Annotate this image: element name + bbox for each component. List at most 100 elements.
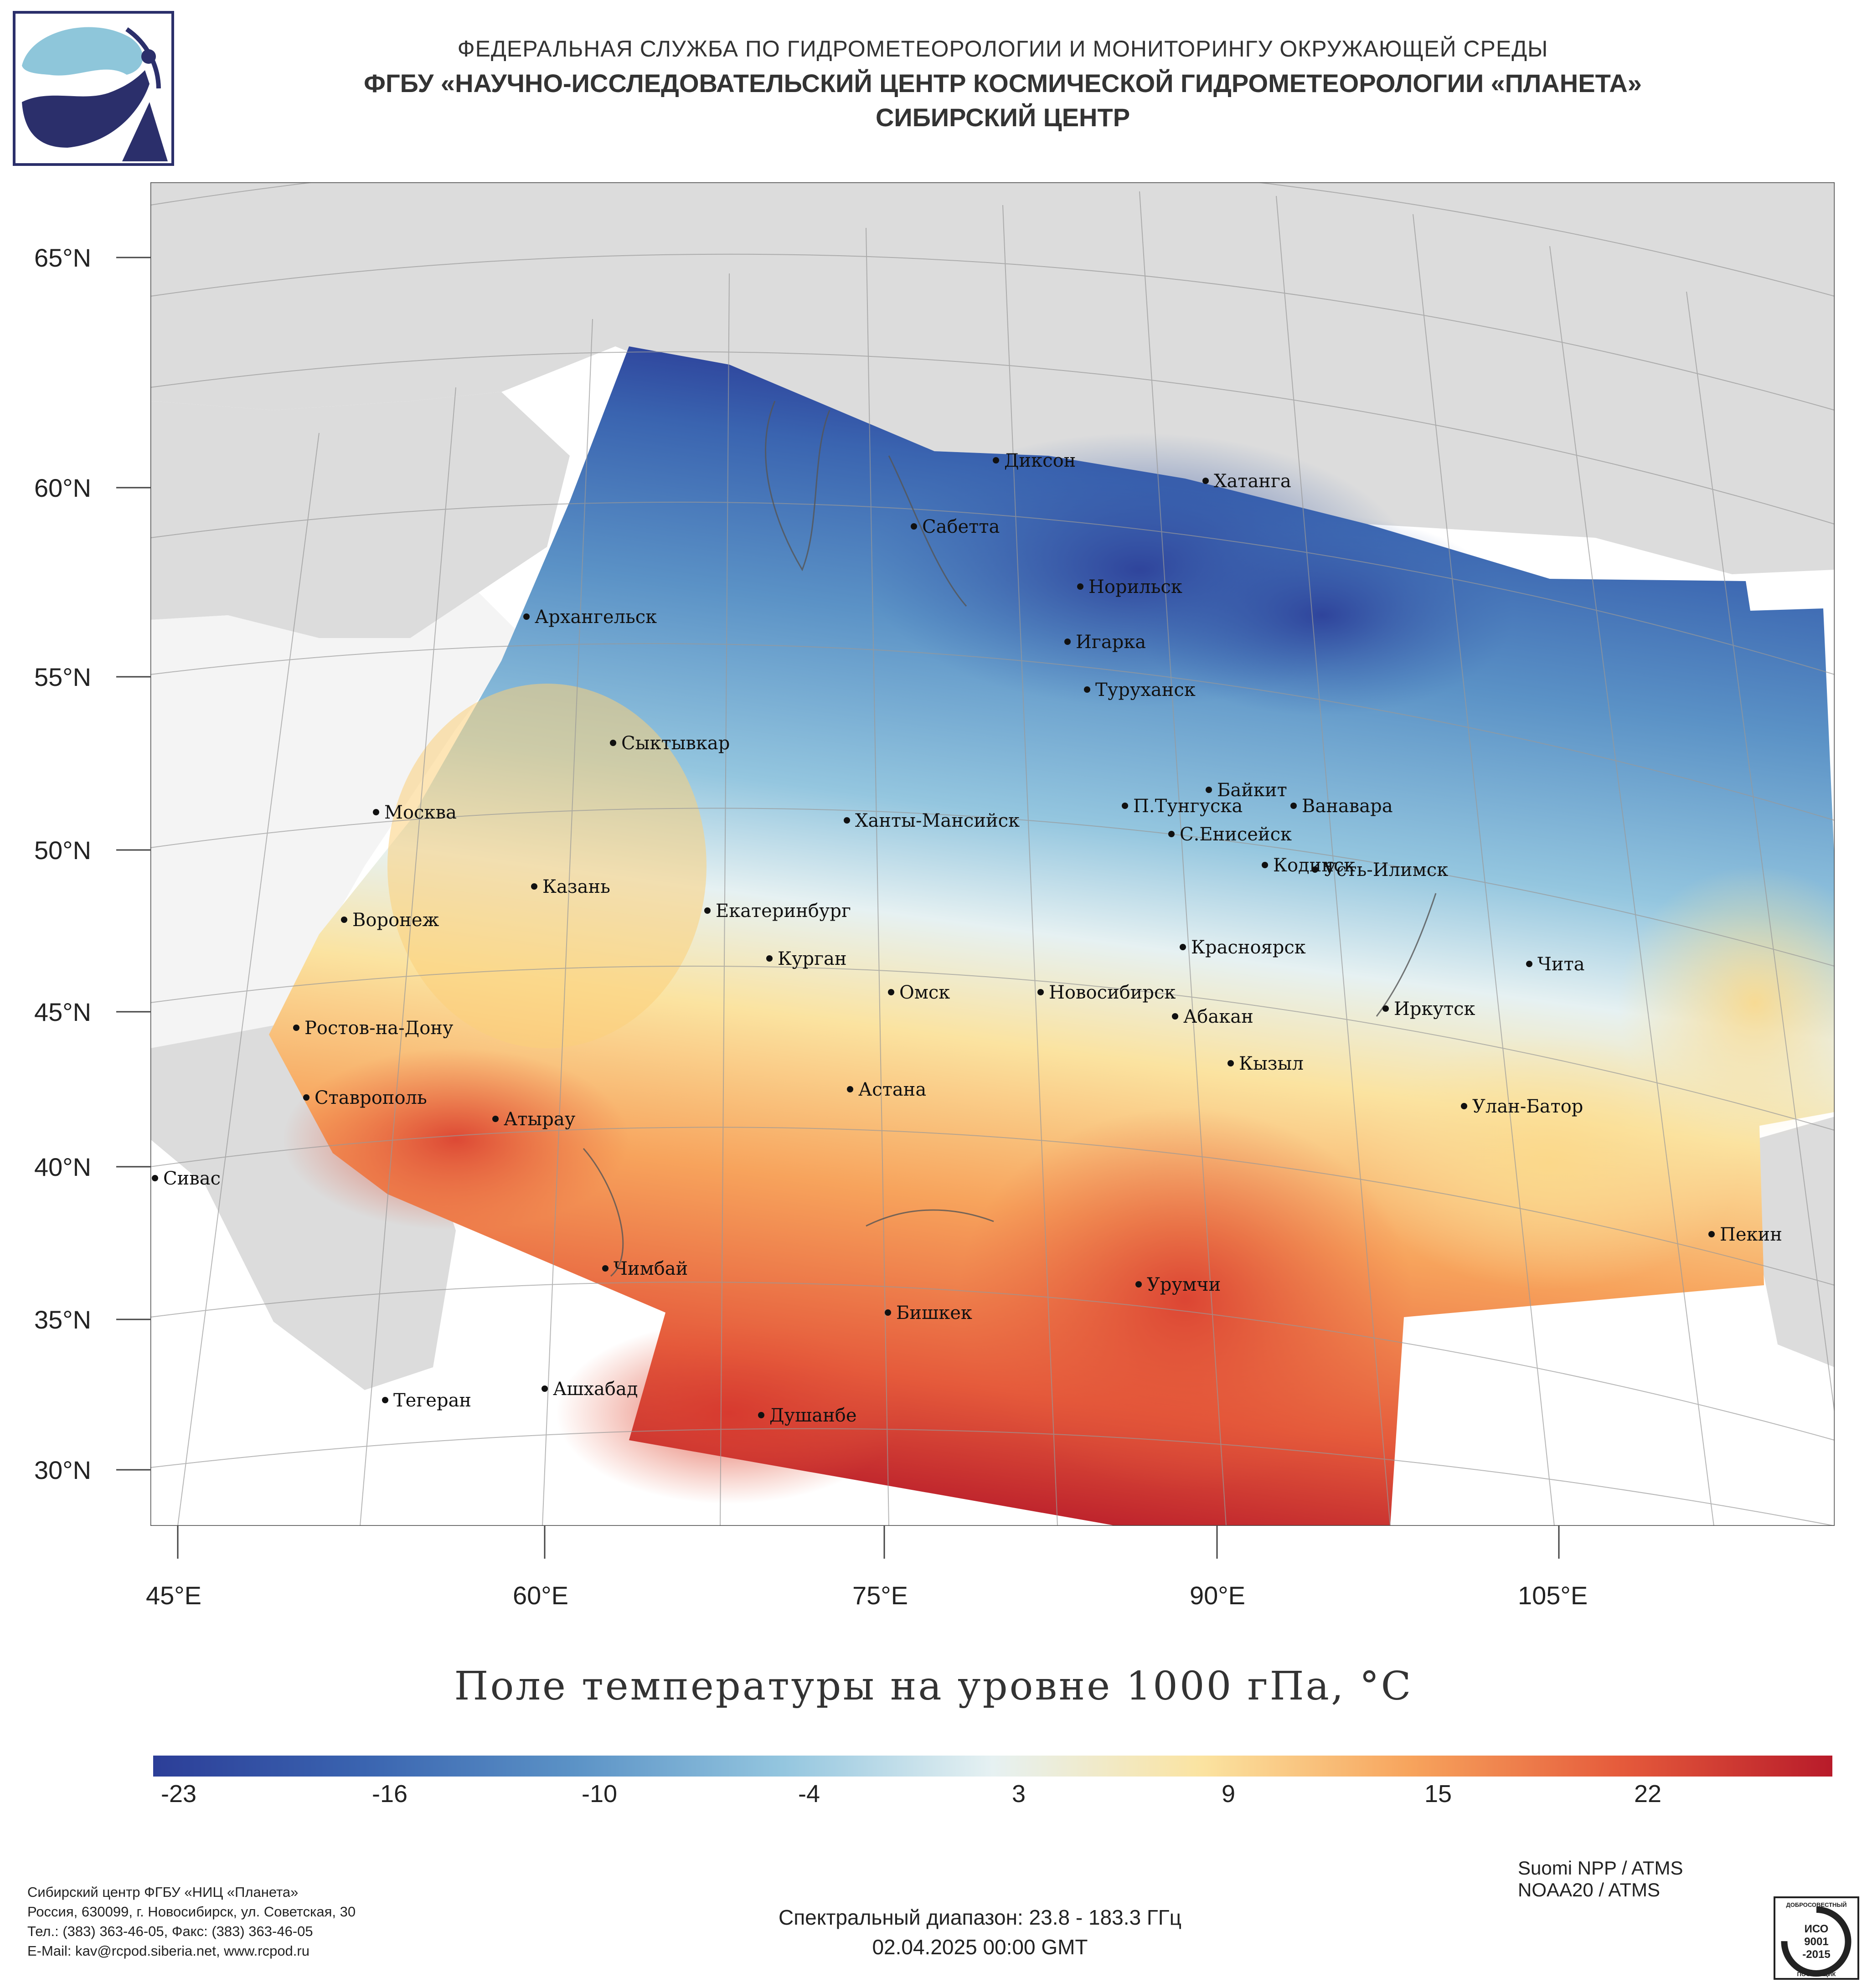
city-dot [1172, 1013, 1178, 1020]
city-dot [341, 917, 347, 923]
city-label: Улан-Батор [1472, 1096, 1583, 1117]
east-coast-land [1755, 1117, 1835, 1367]
city-dot [523, 613, 530, 620]
city-dot [303, 1094, 309, 1101]
lon-label-105: 105°E [1518, 1581, 1588, 1610]
latitude-ticks [116, 257, 150, 1471]
city-dot [911, 523, 917, 530]
colorbar-tick-label: -16 [371, 1780, 408, 1808]
city-label: Москва [384, 802, 457, 823]
lon-label-45: 45°E [146, 1581, 201, 1610]
lon-label-75: 75°E [852, 1581, 908, 1610]
org-email: E-Mail: kav@rcpod.siberia.net, www.rcpod… [27, 1943, 309, 1959]
city-dot [758, 1412, 764, 1418]
city-dot [1180, 944, 1186, 950]
city-label: Ашхабад [553, 1379, 638, 1400]
city-dot [1526, 961, 1532, 967]
latitude-labels: 65°N 60°N 55°N 50°N 45°N 40°N 35°N 30°N [34, 243, 91, 1484]
arctic-land [150, 182, 1835, 574]
city-label: Чимбай [614, 1258, 688, 1279]
city-label: Туруханск [1095, 680, 1196, 700]
city-dot [888, 989, 894, 995]
city-label: Ростов-на-Дону [304, 1018, 454, 1039]
city-dot [844, 817, 850, 824]
longitude-ticks [177, 1526, 1560, 1559]
longitude-labels: 45°E 60°E 75°E 90°E 105°E [146, 1581, 1588, 1610]
city-dot [373, 809, 379, 815]
colorbar-tick-label: -23 [160, 1780, 197, 1808]
city-dot [1262, 862, 1268, 868]
coastlines [583, 401, 1437, 1277]
city-label: Астана [858, 1079, 926, 1100]
city-dot [293, 1025, 299, 1031]
observation-datetime: 02.04.2025 00:00 GMT [872, 1935, 1088, 1959]
iso-certification-badge: ДОБРОСОВЕСТНЫЙ ИСО 9001 -2015 ПОСТАВЩИК [1774, 1896, 1859, 1980]
white-land-west [150, 592, 524, 1048]
city-label: Чита [1537, 954, 1585, 975]
city-label: Урумчи [1147, 1274, 1221, 1295]
city-dot [1206, 787, 1212, 793]
city-label: Красноярск [1191, 937, 1306, 958]
city-label: Сабетта [922, 516, 1000, 537]
city-dot [1461, 1103, 1467, 1109]
city-label: Байкит [1217, 780, 1287, 801]
iso-top: ДОБРОСОВЕСТНЫЙ [1786, 1901, 1846, 1908]
iso-line3: -2015 [1802, 1948, 1830, 1961]
city-label: Атырау [504, 1109, 576, 1130]
org-phone: Тел.: (383) 363-46-05, Факс: (383) 363-4… [27, 1923, 313, 1939]
city-markers: Диксон Хатанга Сабетта Норильск Архангельск И… [152, 450, 1782, 1426]
city-label: Иркутск [1394, 999, 1475, 1020]
city-label: Новосибирск [1049, 982, 1176, 1003]
lat-label-65: 65°N [34, 243, 91, 272]
city-dot [382, 1397, 388, 1403]
header-center: СИБИРСКИЙ ЦЕНТР [875, 103, 1130, 132]
org-address: Россия, 630099, г. Новосибирск, ул. Сове… [27, 1904, 356, 1920]
city-label: Пекин [1720, 1224, 1782, 1245]
city-dot [602, 1265, 609, 1272]
city-dot [1168, 831, 1175, 837]
temperature-colorbar [153, 1756, 1832, 1777]
iso-line1: ИСО [1805, 1923, 1829, 1935]
city-label: С.Енисейск [1180, 824, 1292, 845]
city-label: Душанбе [769, 1405, 857, 1426]
satellite-list: Suomi NPP / ATMS NOAA20 / ATMS [1518, 1857, 1683, 1901]
city-dot [1077, 583, 1083, 590]
city-dot [1312, 866, 1318, 873]
lon-label-90: 90°E [1190, 1581, 1245, 1610]
satellite-1: Suomi NPP / ATMS [1518, 1857, 1683, 1879]
city-label: Игарка [1076, 632, 1146, 653]
city-label: Ханты-Мансийск [855, 810, 1020, 831]
header-institute: ФГБУ «НАУЧНО-ИССЛЕДОВАТЕЛЬСКИЙ ЦЕНТР КОС… [364, 69, 1642, 98]
city-label: Ванавара [1302, 796, 1393, 817]
city-label: Ставрополь [315, 1087, 427, 1108]
temperature-map: 65°N 60°N 55°N 50°N 45°N 40°N 35°N 30°N … [34, 182, 1835, 1610]
map-title: Поле температуры на уровне 1000 гПа, °C [454, 1664, 1413, 1709]
city-dot [885, 1309, 891, 1316]
city-dot [1227, 1060, 1234, 1066]
colorbar-tick-label: 22 [1634, 1780, 1662, 1808]
header-agency: ФЕДЕРАЛЬНАЯ СЛУЖБА ПО ГИДРОМЕТЕОРОЛОГИИ … [457, 36, 1548, 62]
org-name: Сибирский центр ФГБУ «НИЦ «Планета» [27, 1884, 299, 1900]
city-label: Абакан [1183, 1006, 1253, 1027]
colorbar-tick-label: 9 [1221, 1780, 1236, 1808]
graticule [150, 182, 1835, 1526]
city-dot [542, 1385, 548, 1392]
spectral-range: Спектральный диапазон: 23.8 - 183.3 ГГц [778, 1906, 1182, 1929]
city-label: Хатанга [1214, 471, 1291, 492]
city-dot [1084, 686, 1090, 693]
lat-label-55: 55°N [34, 663, 91, 691]
city-dot [847, 1086, 853, 1092]
city-label: Сыктывкар [621, 733, 730, 754]
city-label: Казань [542, 876, 610, 897]
lat-label-50: 50°N [34, 836, 91, 865]
city-label: Сивас [163, 1168, 221, 1189]
iso-line2: 9001 [1804, 1936, 1828, 1948]
lat-label-35: 35°N [34, 1305, 91, 1334]
city-dot [1290, 803, 1297, 809]
city-dot [152, 1175, 158, 1181]
city-dot [1037, 989, 1044, 995]
lat-label-40: 40°N [34, 1153, 91, 1181]
city-label: Курган [778, 948, 847, 969]
city-label: П.Тунгуска [1133, 796, 1243, 817]
city-dot [1382, 1005, 1389, 1012]
